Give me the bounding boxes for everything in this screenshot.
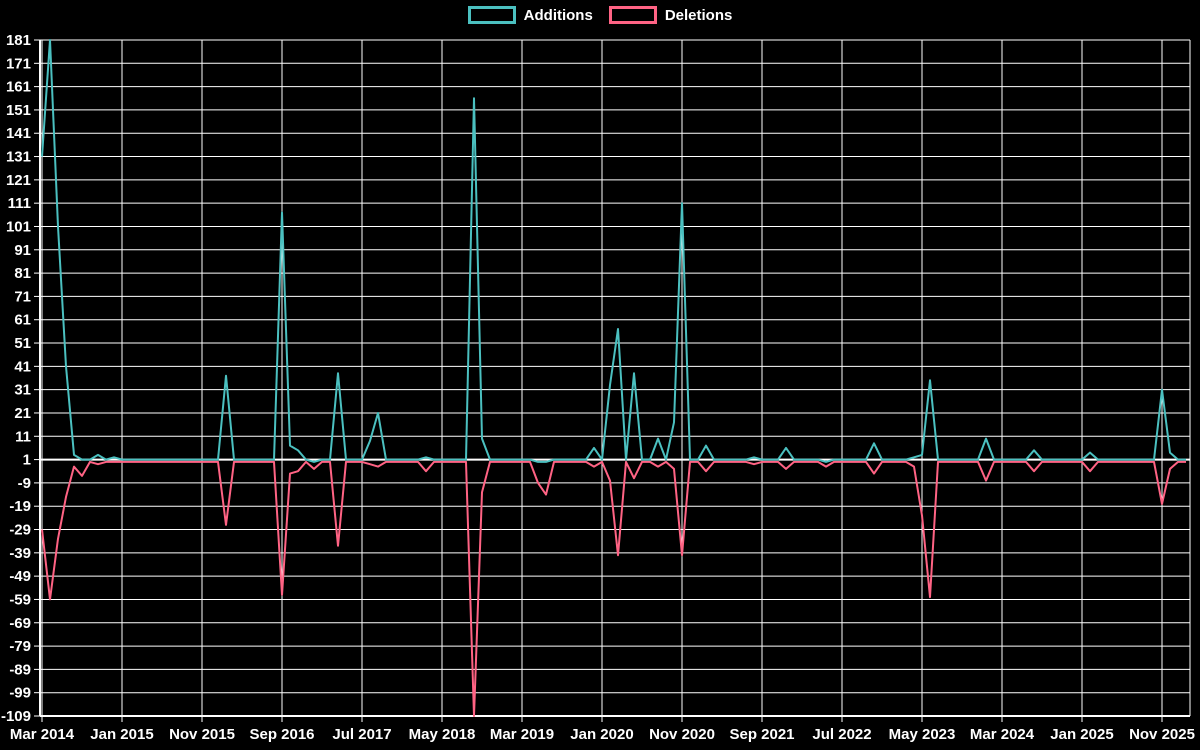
x-axis-tick-label: Mar 2014 [10,726,75,743]
x-axis-tick-label: Jul 2017 [332,726,391,743]
y-axis-tick-label: 51 [14,335,31,352]
y-axis-tick-label: 41 [14,358,31,375]
x-axis-tick-label: Nov 2025 [1129,726,1195,743]
legend-item-additions[interactable]: Additions [467,6,593,24]
y-axis-tick-label: -89 [9,661,31,678]
legend-item-deletions[interactable]: Deletions [608,6,733,24]
x-axis-tick-label: Jul 2022 [812,726,871,743]
x-axis-tick-label: Jan 2020 [570,726,633,743]
x-axis-tick-label: Jan 2025 [1050,726,1113,743]
y-axis-tick-label: 111 [8,195,31,212]
y-axis-tick-label: -59 [9,591,31,608]
y-axis-tick-label: 61 [14,312,31,329]
chart-legend: Additions Deletions [0,6,1200,24]
y-axis-tick-label: 91 [14,242,31,259]
y-axis-tick-label: 171 [6,55,31,72]
y-axis-tick-label: -39 [9,545,31,562]
additions-line [41,39,1186,463]
y-axis-tick-label: 21 [14,405,31,422]
deletions-swatch-icon [608,6,657,24]
y-axis-tick-label: 151 [6,102,31,119]
legend-label-additions: Additions [523,6,593,24]
y-axis-tick-label: -79 [9,638,31,655]
legend-label-deletions: Deletions [664,6,733,24]
y-axis-tick-label: -69 [9,615,31,632]
x-axis-tick-label: Mar 2024 [970,726,1035,743]
x-axis-tick-label: Nov 2020 [649,726,715,743]
y-axis-tick-label: 1 [23,452,31,469]
y-axis-tick-label: 141 [6,125,31,142]
y-axis-tick-label: 161 [6,79,31,96]
x-axis-tick-label: Sep 2021 [729,726,794,743]
y-axis-tick-label: -29 [9,522,31,539]
y-axis-tick-label: -49 [9,568,31,585]
x-axis-tick-label: May 2023 [889,726,956,743]
y-axis-tick-label: -19 [9,498,31,515]
y-axis-tick-label: 81 [14,265,31,282]
y-axis-tick-label: -99 [9,685,31,702]
x-axis-tick-label: Nov 2015 [169,726,235,743]
y-axis-tick-label: 31 [14,382,31,399]
y-axis-tick-label: 101 [6,218,31,235]
additions-swatch-icon [467,6,516,24]
y-axis-tick-label: 181 [6,32,31,49]
y-axis-tick-label: 131 [6,149,31,166]
y-axis-tick-label: 11 [15,428,31,445]
x-axis-tick-label: Sep 2016 [249,726,314,743]
x-axis-tick-label: Jan 2015 [90,726,153,743]
y-axis-tick-label: -9 [18,475,31,492]
x-axis-tick-label: Mar 2019 [490,726,554,743]
y-axis-tick-label: 121 [6,172,31,189]
y-axis-tick-label: 71 [14,288,31,305]
y-axis-tick-label: -109 [1,708,31,725]
deletions-line [41,460,1186,717]
x-axis-tick-label: May 2018 [409,726,476,743]
